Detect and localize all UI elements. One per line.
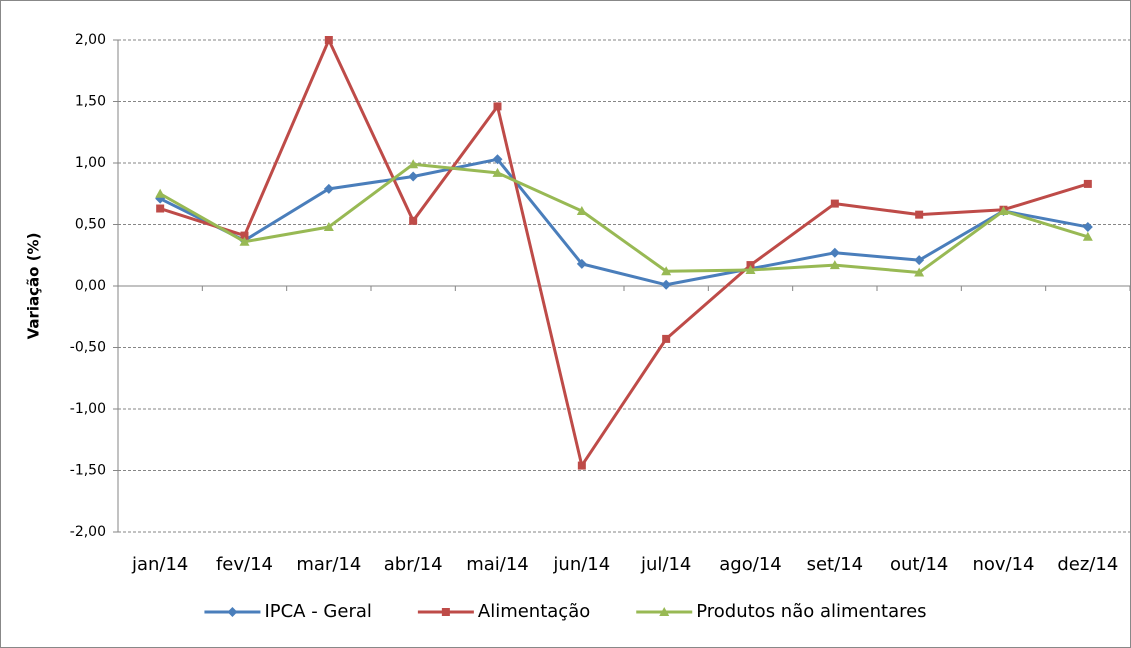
marker <box>661 279 672 290</box>
y-tick-label: -1,00 <box>70 401 106 417</box>
marker <box>659 607 670 616</box>
marker <box>829 260 840 270</box>
y-tick-label: 2,00 <box>75 32 106 48</box>
x-tick-label: mar/14 <box>296 554 361 575</box>
marker <box>915 210 924 219</box>
series-line <box>159 162 1089 274</box>
marker <box>441 608 450 616</box>
y-tick-label: 1,50 <box>75 94 106 110</box>
marker <box>1082 221 1093 232</box>
marker <box>662 334 671 343</box>
marker <box>577 461 586 470</box>
x-tick-label: jun/14 <box>552 554 610 575</box>
marker <box>408 159 419 169</box>
marker <box>227 607 238 617</box>
marker <box>155 188 166 198</box>
x-tick-label: set/14 <box>807 554 863 575</box>
marker <box>323 183 334 194</box>
marker <box>408 171 419 182</box>
x-tick-label: dez/14 <box>1057 554 1118 575</box>
y-tick-label: 0,00 <box>75 278 106 294</box>
marker <box>998 205 1009 215</box>
marker <box>1082 231 1093 241</box>
legend-label: Alimentação <box>478 601 590 622</box>
marker <box>745 265 756 275</box>
marker <box>240 231 249 240</box>
y-tick-label: -0,50 <box>70 340 106 356</box>
marker <box>493 102 502 111</box>
marker <box>830 199 839 208</box>
x-tick-label: fev/14 <box>216 554 273 575</box>
y-tick-label: 0,50 <box>75 217 106 233</box>
y-tick-label: -2,00 <box>70 524 106 540</box>
marker <box>1083 179 1092 188</box>
series-line <box>159 157 1089 287</box>
marker <box>409 216 418 225</box>
marker <box>492 154 503 165</box>
marker <box>829 247 840 258</box>
marker <box>914 267 925 277</box>
x-tick-label: out/14 <box>890 554 948 575</box>
marker <box>156 204 165 213</box>
marker <box>324 36 333 44</box>
x-tick-label: jan/14 <box>131 554 188 575</box>
marker <box>576 205 587 215</box>
y-tick-label: 1,00 <box>75 155 106 171</box>
marker <box>661 266 672 276</box>
series-line <box>159 38 1089 468</box>
marker <box>914 255 925 266</box>
y-tick-label: -1,50 <box>70 463 106 479</box>
legend-label: Produtos não alimentares <box>696 601 926 622</box>
x-tick-label: mai/14 <box>466 554 529 575</box>
marker <box>492 167 503 177</box>
marker <box>323 221 334 231</box>
marker <box>239 236 250 246</box>
x-tick-label: nov/14 <box>972 554 1034 575</box>
x-tick-label: ago/14 <box>719 554 781 575</box>
marker <box>576 258 587 269</box>
legend-label: IPCA - Geral <box>264 601 371 622</box>
x-tick-label: jul/14 <box>640 554 691 575</box>
y-axis-label: Variação (%) <box>25 233 43 340</box>
x-tick-label: abr/14 <box>384 554 443 575</box>
